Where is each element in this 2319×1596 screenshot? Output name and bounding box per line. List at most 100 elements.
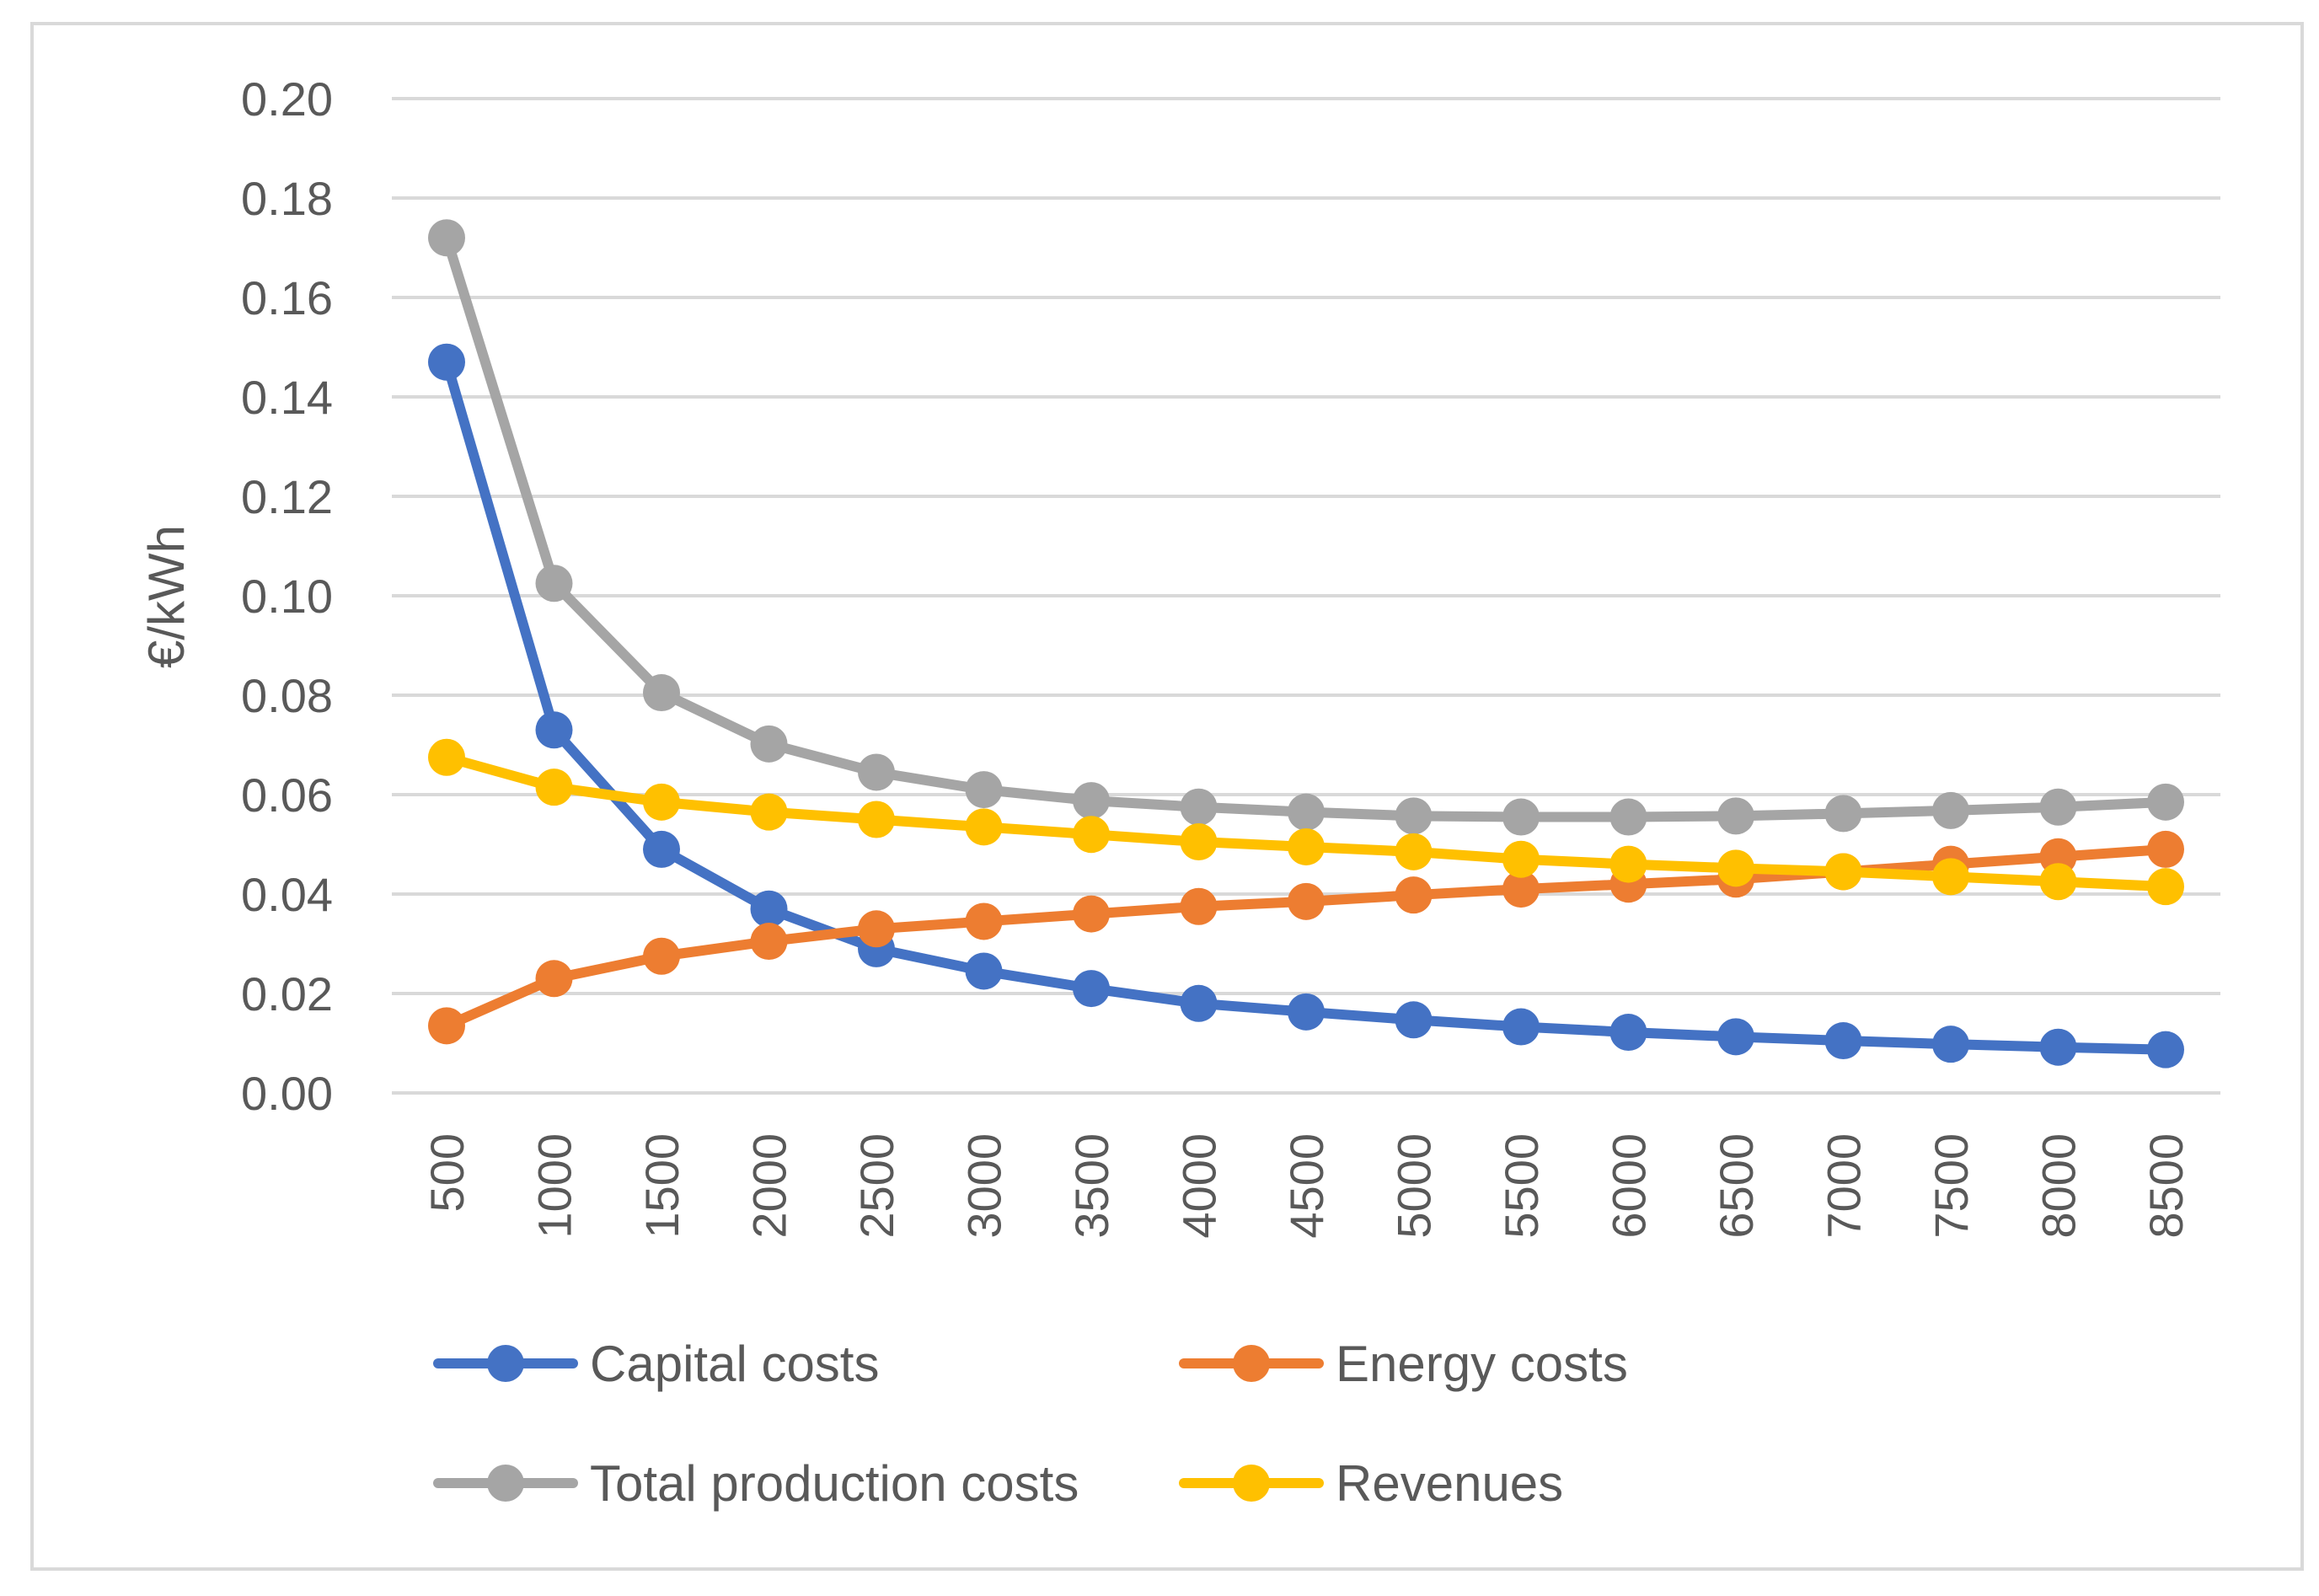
- data-point: [858, 753, 895, 791]
- x-tick-label: 2000: [743, 1133, 796, 1239]
- data-point: [858, 910, 895, 948]
- y-tick-label: 0.10: [241, 570, 333, 623]
- data-point: [643, 830, 680, 868]
- data-point: [1717, 1018, 1754, 1056]
- data-point: [535, 565, 573, 603]
- legend-item: Total production costs: [433, 1455, 1079, 1512]
- x-tick-label: 4500: [1280, 1133, 1333, 1239]
- y-tick-label: 0.16: [241, 271, 333, 324]
- series-capital-costs: [428, 343, 2184, 1068]
- data-point: [643, 937, 680, 975]
- data-point: [1073, 816, 1110, 854]
- data-point: [428, 219, 465, 257]
- legend-swatch-marker: [1233, 1345, 1270, 1382]
- legend-item: Capital costs: [433, 1336, 879, 1392]
- y-tick-label: 0.12: [241, 470, 333, 523]
- y-tick-label: 0.14: [241, 371, 333, 424]
- data-point: [965, 902, 1003, 940]
- y-tick-label: 0.02: [241, 967, 333, 1020]
- x-tick-label: 1000: [528, 1133, 581, 1239]
- legend-label: Energy costs: [1336, 1336, 1628, 1392]
- data-point: [1073, 782, 1110, 820]
- data-point: [965, 771, 1003, 809]
- data-point: [535, 960, 573, 998]
- data-point: [1180, 788, 1218, 826]
- series-lines: [428, 219, 2184, 1068]
- y-tick-label: 0.00: [241, 1067, 333, 1120]
- data-point: [750, 890, 788, 928]
- legend-label: Revenues: [1336, 1455, 1563, 1512]
- legend-swatch-marker: [1233, 1465, 1270, 1502]
- x-tick-label: 3500: [1065, 1133, 1118, 1239]
- legend-item: Revenues: [1179, 1455, 1563, 1512]
- legend-swatch-marker: [487, 1465, 524, 1502]
- data-point: [1932, 791, 1969, 829]
- data-point: [2147, 1031, 2184, 1068]
- x-tick-label: 6000: [1603, 1133, 1656, 1239]
- x-tick-label: 6500: [1710, 1133, 1763, 1239]
- data-point: [1288, 993, 1325, 1031]
- data-point: [643, 674, 680, 712]
- legend-label: Total production costs: [590, 1455, 1079, 1512]
- data-point: [1288, 827, 1325, 865]
- x-tick-label: 2500: [850, 1133, 903, 1239]
- x-tick-label: 7500: [1925, 1133, 1978, 1239]
- data-point: [428, 343, 465, 381]
- data-point: [1609, 798, 1647, 836]
- data-point: [1502, 870, 1540, 908]
- y-axis-ticks: 0.00 0.02 0.04 0.06 0.08 0.10 0.12 0.14 0.16 0.18…: [241, 72, 333, 1120]
- data-point: [1932, 858, 1969, 896]
- data-point: [428, 1007, 465, 1045]
- data-point: [858, 801, 895, 838]
- data-point: [1180, 887, 1218, 925]
- series-line: [442, 233, 2171, 822]
- x-tick-label: 5500: [1495, 1133, 1548, 1239]
- data-point: [750, 923, 788, 961]
- data-point: [1824, 853, 1862, 891]
- data-point: [2147, 868, 2184, 906]
- data-point: [1288, 882, 1325, 920]
- x-tick-label: 500: [420, 1133, 474, 1212]
- data-point: [2039, 788, 2077, 826]
- data-point: [1395, 797, 1433, 835]
- data-point: [750, 793, 788, 831]
- data-point: [750, 725, 788, 763]
- legend: Capital costs Energy costs Total productio…: [433, 1336, 1628, 1512]
- data-point: [2147, 783, 2184, 821]
- data-point: [2147, 830, 2184, 868]
- data-point: [2039, 1028, 2077, 1066]
- data-point: [1502, 798, 1540, 836]
- data-point: [1609, 1014, 1647, 1052]
- series-total-production-costs: [428, 219, 2184, 836]
- data-point: [965, 808, 1003, 846]
- data-point: [1717, 797, 1754, 835]
- x-tick-label: 3000: [958, 1133, 1011, 1239]
- x-tick-label: 5000: [1388, 1133, 1441, 1239]
- legend-item: Energy costs: [1179, 1336, 1628, 1392]
- data-point: [1395, 1001, 1433, 1039]
- legend-label: Capital costs: [590, 1336, 879, 1392]
- y-tick-label: 0.18: [241, 172, 333, 225]
- y-tick-label: 0.06: [241, 769, 333, 822]
- data-point: [1288, 793, 1325, 831]
- x-tick-label: 1500: [635, 1133, 688, 1239]
- data-point: [1073, 970, 1110, 1008]
- gridlines: [392, 97, 2220, 1095]
- legend-swatch-marker: [487, 1345, 524, 1382]
- data-point: [535, 711, 573, 749]
- data-point: [1824, 1022, 1862, 1060]
- y-tick-label: 0.08: [241, 669, 333, 722]
- data-point: [965, 952, 1003, 990]
- data-point: [1502, 1008, 1540, 1046]
- y-tick-label: 0.20: [241, 72, 333, 126]
- data-point: [428, 738, 465, 776]
- data-point: [1932, 1026, 1969, 1063]
- data-point: [1180, 823, 1218, 861]
- data-point: [1609, 845, 1647, 883]
- data-point: [1395, 833, 1433, 870]
- data-point: [535, 769, 573, 806]
- data-point: [1717, 849, 1754, 887]
- y-tick-label: 0.04: [241, 868, 333, 921]
- x-tick-label: 4000: [1173, 1133, 1226, 1239]
- x-axis-ticks: 500 1000 1500 2000 2500 3000 3500 4000 4500 5000 5…: [420, 1133, 2193, 1239]
